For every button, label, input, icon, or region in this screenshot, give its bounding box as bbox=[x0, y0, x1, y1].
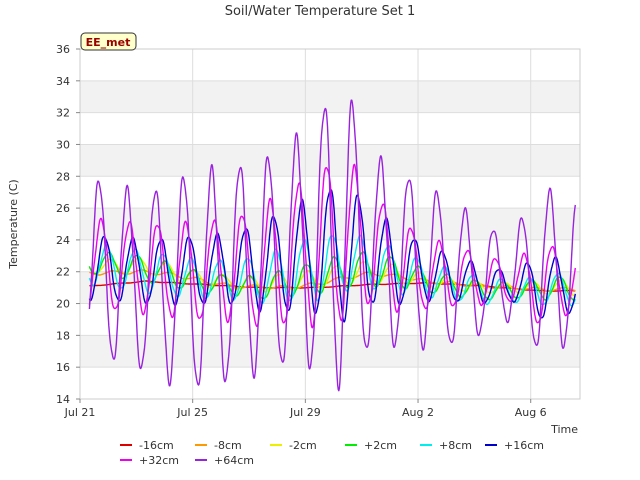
series-lines bbox=[88, 99, 576, 392]
plot-frame bbox=[79, 48, 581, 400]
legend: -16cm -8cm -2cm +2cm +8cm +16cm +32cm +64cm bbox=[120, 439, 544, 467]
plot-band bbox=[80, 80, 580, 113]
chart-title: Soil/Water Temperature Set 1 bbox=[225, 4, 416, 19]
x-tick-label: Jul 29 bbox=[289, 406, 321, 419]
y-tick-label: 14 bbox=[56, 393, 70, 406]
legend-label: -2cm bbox=[289, 439, 317, 452]
plot-band bbox=[80, 49, 580, 81]
y-tick-label: 16 bbox=[56, 361, 70, 374]
y-tick-label: 22 bbox=[56, 266, 70, 279]
series-line-+8cm bbox=[88, 234, 576, 307]
x-tick-label: Jul 25 bbox=[176, 406, 208, 419]
site-label-badge: EE_met bbox=[80, 32, 137, 51]
y-tick-label: 18 bbox=[56, 329, 70, 342]
x-axis-label: Time bbox=[550, 423, 578, 436]
series-line-+64cm bbox=[88, 99, 576, 392]
y-tick-label: 28 bbox=[56, 170, 70, 183]
y-tick-label: 34 bbox=[56, 75, 70, 88]
x-tick-label: Aug 6 bbox=[515, 406, 547, 419]
y-tick-label: 26 bbox=[56, 202, 70, 215]
site-label: EE_met bbox=[86, 36, 131, 49]
plot-band bbox=[80, 335, 580, 368]
x-tick-label: Jul 21 bbox=[64, 406, 96, 419]
plot-band bbox=[80, 367, 580, 399]
y-tick-label: 24 bbox=[56, 234, 70, 247]
legend-label: -16cm bbox=[139, 439, 174, 452]
plot-background bbox=[80, 49, 580, 399]
x-tick-label: Aug 2 bbox=[402, 406, 434, 419]
y-axis-ticks: 14 16 18 20 22 24 26 28 30 32 34 36 bbox=[56, 43, 80, 406]
y-tick-label: 20 bbox=[56, 298, 70, 311]
y-axis-label: Temperature (C) bbox=[7, 179, 20, 269]
legend-label: -8cm bbox=[214, 439, 242, 452]
legend-label: +64cm bbox=[214, 454, 254, 467]
series-line-+16cm bbox=[88, 189, 576, 323]
y-tick-label: 30 bbox=[56, 138, 70, 151]
legend-label: +32cm bbox=[139, 454, 179, 467]
x-axis-ticks: Jul 21 Jul 25 Jul 29 Aug 2 Aug 6 bbox=[64, 399, 547, 419]
legend-label: +16cm bbox=[504, 439, 544, 452]
y-tick-label: 36 bbox=[56, 43, 70, 56]
legend-label: +8cm bbox=[439, 439, 472, 452]
plot-band bbox=[80, 303, 580, 336]
y-tick-label: 32 bbox=[56, 107, 70, 120]
legend-label: +2cm bbox=[364, 439, 397, 452]
plot-band bbox=[80, 144, 580, 177]
series-line-+32cm bbox=[88, 163, 576, 329]
plot-band bbox=[80, 112, 580, 145]
